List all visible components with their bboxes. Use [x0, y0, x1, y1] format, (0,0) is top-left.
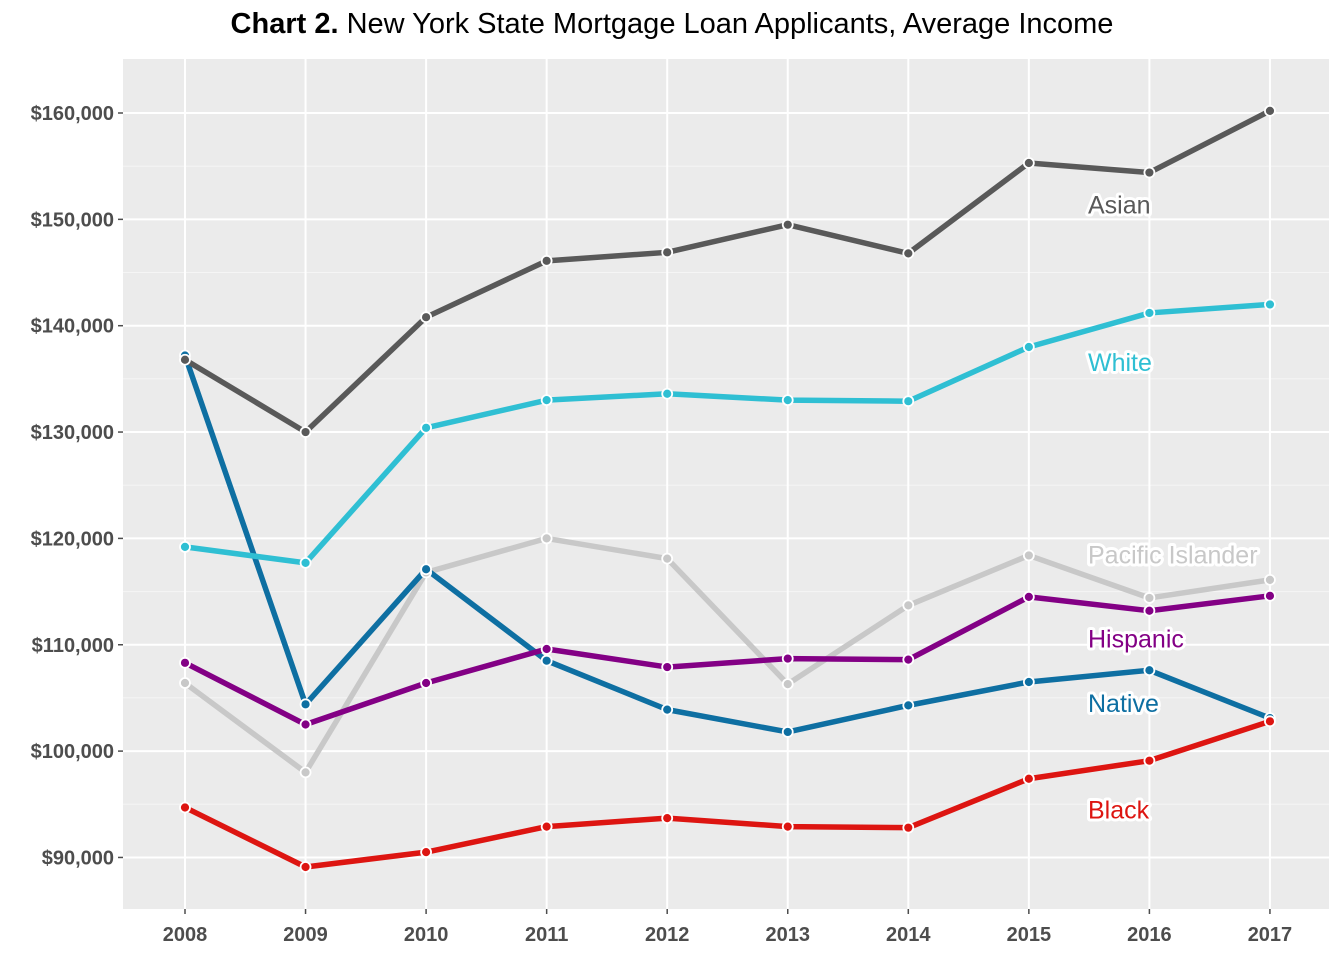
series-line-asian — [182, 108, 1273, 435]
data-point-pacific-islander — [661, 552, 674, 565]
series-label-white: White — [1088, 349, 1152, 377]
series-line-black — [182, 718, 1273, 870]
data-point-black — [420, 846, 433, 859]
data-point-asian — [1143, 166, 1156, 179]
data-point-hispanic — [1143, 604, 1156, 617]
series-line-native — [182, 352, 1273, 735]
x-tick-label: 2011 — [525, 924, 568, 946]
data-point-white — [420, 421, 433, 434]
data-point-asian — [299, 426, 312, 438]
data-point-asian — [420, 311, 433, 324]
data-point-asian — [902, 247, 915, 260]
data-point-hispanic — [299, 718, 312, 731]
plot-panel — [123, 59, 1329, 909]
data-point-asian — [1264, 104, 1276, 117]
data-point-hispanic — [1264, 589, 1276, 602]
data-point-asian — [661, 246, 674, 259]
data-point-black — [1143, 754, 1156, 767]
x-tick-label: 2009 — [283, 924, 328, 946]
data-point-hispanic — [781, 652, 794, 665]
x-tick-label: 2010 — [404, 924, 449, 946]
series-points — [179, 104, 1276, 873]
data-point-hispanic — [420, 677, 433, 689]
x-tick-label: 2008 — [163, 924, 208, 946]
data-point-native — [299, 698, 312, 711]
x-tick-label: 2014 — [886, 924, 931, 946]
data-point-black — [1264, 715, 1276, 728]
data-point-hispanic — [179, 656, 191, 669]
data-point-white — [1022, 341, 1035, 353]
data-point-native — [1022, 676, 1035, 688]
y-tick-label: $130,000 — [31, 422, 114, 444]
data-point-black — [902, 821, 915, 834]
data-point-pacific-islander — [299, 766, 312, 779]
series-label-hispanic: Hispanic — [1088, 625, 1184, 653]
data-point-white — [902, 395, 915, 408]
series-line-white — [182, 301, 1273, 566]
series-line-pacific-islander — [182, 535, 1273, 776]
data-point-black — [540, 820, 553, 833]
y-tick-label: $110,000 — [32, 635, 114, 657]
data-point-native — [420, 563, 433, 576]
data-point-white — [1143, 307, 1156, 319]
data-point-native — [1143, 664, 1156, 677]
y-axis: $90,000 $100,000 $110,000 $120,000 $130,000 $… — [31, 103, 123, 869]
x-tick-label: 2012 — [645, 924, 690, 946]
data-point-pacific-islander — [1143, 592, 1156, 604]
data-point-pacific-islander — [540, 532, 553, 545]
series-labels: Pacific Islander Native Hispanic Black White… — [1085, 188, 1261, 827]
data-point-white — [299, 556, 312, 569]
series-label-pacific-islander: Pacific Islander — [1088, 541, 1258, 569]
series-label-native: Native — [1088, 690, 1159, 718]
data-point-native — [902, 699, 915, 712]
chart-title-bold: Chart 2. — [230, 8, 339, 40]
data-point-hispanic — [1022, 590, 1035, 603]
x-tick-label: 2017 — [1248, 924, 1293, 946]
x-tick-label: 2013 — [766, 924, 811, 946]
data-point-hispanic — [540, 643, 553, 655]
series-lines — [182, 108, 1273, 870]
y-tick-label: $160,000 — [31, 103, 114, 125]
x-tick-label: 2015 — [1007, 924, 1052, 946]
data-point-black — [661, 812, 674, 825]
data-point-hispanic — [902, 653, 915, 666]
data-point-pacific-islander — [1264, 573, 1276, 586]
series-label-black: Black — [1088, 797, 1150, 825]
data-point-asian — [540, 254, 553, 267]
data-point-native — [781, 726, 794, 738]
chart-title-text: New York State Mortgage Loan Applicants,… — [338, 8, 1114, 40]
data-point-white — [781, 394, 794, 407]
series-label-asian: Asian — [1088, 191, 1151, 219]
data-point-black — [781, 820, 794, 833]
x-axis: 2008 2009 2010 2011 2012 2013 2014 2015 2016 2017 — [163, 909, 1292, 946]
y-tick-label: $100,000 — [31, 741, 114, 763]
data-point-native — [661, 703, 674, 716]
data-point-white — [1264, 298, 1276, 311]
y-tick-label: $120,000 — [31, 528, 114, 550]
data-point-asian — [781, 218, 794, 231]
data-point-black — [299, 861, 312, 873]
data-point-black — [1022, 772, 1035, 785]
y-tick-label: $150,000 — [31, 209, 114, 231]
series-line-hispanic — [182, 593, 1273, 728]
data-point-pacific-islander — [179, 677, 191, 689]
data-point-black — [179, 801, 191, 814]
y-tick-label: $140,000 — [31, 316, 114, 338]
data-point-pacific-islander — [781, 678, 794, 690]
data-point-pacific-islander — [1022, 549, 1035, 562]
data-point-white — [661, 387, 674, 400]
data-point-white — [179, 541, 191, 553]
y-tick-label: $90,000 — [42, 847, 114, 869]
chart-title: Chart 2. New York State Mortgage Loan Ap… — [0, 8, 1344, 41]
data-point-pacific-islander — [902, 599, 915, 612]
data-point-native — [540, 654, 553, 667]
data-point-asian — [1022, 157, 1035, 169]
x-tick-label: 2016 — [1127, 924, 1172, 946]
data-point-asian — [179, 353, 191, 366]
data-point-white — [540, 394, 553, 407]
data-point-hispanic — [661, 661, 674, 673]
